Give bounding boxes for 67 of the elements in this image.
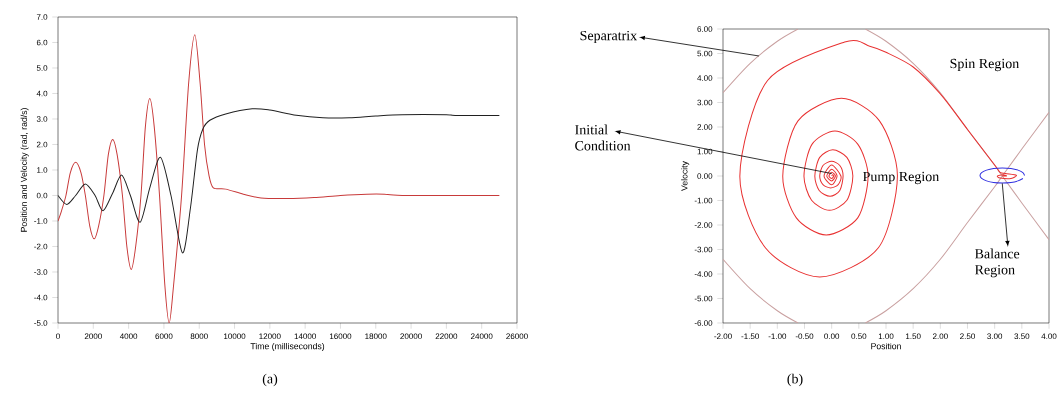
x-tick-label: -1.00	[768, 333, 787, 340]
y-tick-label: 7.0	[36, 14, 48, 20]
y-tick-label: -6.00	[694, 320, 713, 326]
text: (b)	[787, 373, 803, 387]
y-tick-label: -5.0	[34, 320, 48, 326]
y-tick-label: 5.0	[36, 65, 48, 71]
y-tick-label: 3.0	[36, 116, 48, 122]
x-tick-label: -2.00	[714, 333, 732, 340]
y-tick-label: 4.00	[697, 75, 713, 81]
y-tick-label: -5.00	[694, 295, 713, 302]
y-tick-label: -3.00	[694, 246, 713, 253]
x-tick-label: 10000	[224, 333, 246, 340]
x-tick-label: 0.00	[824, 333, 840, 340]
y-tick-label: -1.00	[694, 197, 713, 204]
y-tick-label: 1.0	[37, 167, 48, 173]
x-tick-label: 0.50	[851, 333, 867, 340]
x-tick-label: 12000	[259, 333, 281, 340]
x-tick-label: 20000	[400, 333, 422, 340]
line-series	[58, 34, 500, 323]
x-tick-label: 14000	[294, 333, 316, 340]
y-tick-label: -4.00	[694, 271, 713, 277]
x-tick-label: -1.50	[741, 333, 759, 340]
x-tick-label: 18000	[365, 333, 387, 340]
x-tick-label: 2.00	[932, 333, 948, 340]
annotation: Initial Condition	[575, 124, 631, 151]
text: (a)	[262, 373, 278, 387]
y-tick-label: -2.0	[34, 243, 48, 250]
annotation: Spin Region	[950, 58, 1020, 72]
x-tick-label: 24000	[470, 333, 493, 340]
y-tick-label: -4.0	[34, 294, 48, 301]
x-tick-label: 3.00	[987, 333, 1003, 340]
x-tick-label: 4000	[119, 333, 138, 340]
y-tick-label: 2.0	[36, 141, 48, 148]
y-axis-title: Position and Velocity (rad, rad/s)	[20, 108, 29, 232]
x-tick-label: 2.50	[960, 333, 975, 340]
y-tick-label: 1.00	[697, 148, 713, 155]
y-tick-label: 6.0	[36, 39, 48, 46]
y-tick-label: 3.00	[697, 99, 713, 106]
y-tick-label: 0.0	[36, 192, 48, 199]
y-axis-title: Velocity	[681, 161, 690, 191]
x-axis-title: Position	[871, 342, 901, 350]
y-tick-label: 2.00	[697, 124, 713, 130]
x-tick-label: -0.50	[795, 333, 814, 340]
x-tick-label: 2000	[84, 333, 102, 340]
x-tick-label: 6000	[155, 333, 173, 340]
x-tick-label: 0	[56, 333, 60, 340]
x-tick-label: 4.00	[1041, 333, 1057, 340]
x-tick-label: 3.50	[1014, 333, 1030, 340]
annotation: Balance Region	[975, 248, 1020, 278]
x-tick-label: 1.50	[905, 333, 921, 340]
x-tick-label: 1.00	[878, 333, 894, 340]
annotation: Pump Region	[863, 171, 940, 185]
x-tick-label: 8000	[190, 333, 208, 340]
y-tick-label: 0.00	[697, 173, 713, 179]
y-tick-label: 6.00	[697, 26, 713, 32]
x-tick-label: 26000	[506, 333, 528, 340]
y-tick-label: 4.0	[36, 90, 48, 97]
line-series	[58, 108, 500, 254]
y-tick-label: -3.0	[34, 269, 48, 275]
x-tick-label: 16000	[329, 333, 352, 340]
y-tick-label: 5.00	[697, 50, 713, 57]
y-tick-label: -1.0	[34, 218, 48, 224]
x-tick-label: 22000	[435, 333, 458, 340]
y-tick-label: -2.00	[694, 222, 713, 228]
x-axis-title: Time (milliseconds)	[250, 342, 325, 351]
annotation: Separatrix	[580, 30, 637, 44]
line-series	[979, 167, 1026, 184]
